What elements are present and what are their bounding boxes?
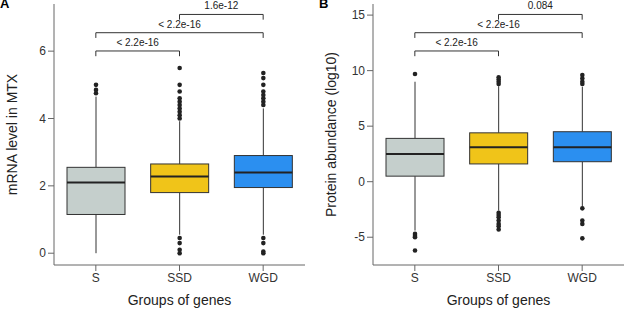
- svg-text:WGD: WGD: [568, 271, 598, 285]
- svg-text:WGD: WGD: [249, 271, 279, 285]
- svg-text:S: S: [411, 271, 419, 285]
- svg-text:SSD: SSD: [486, 271, 511, 285]
- svg-text:Groups of genes: Groups of genes: [447, 292, 551, 308]
- svg-text:< 2.2e-16: < 2.2e-16: [477, 19, 520, 30]
- svg-text:15: 15: [352, 8, 366, 22]
- svg-text:10: 10: [352, 64, 366, 78]
- svg-text:0: 0: [39, 246, 46, 260]
- svg-text:0.084: 0.084: [528, 0, 553, 11]
- svg-text:< 2.2e-16: < 2.2e-16: [116, 37, 159, 48]
- svg-text:1.6e-12: 1.6e-12: [204, 0, 238, 11]
- svg-text:< 2.2e-16: < 2.2e-16: [435, 37, 478, 48]
- svg-text:4: 4: [39, 112, 46, 126]
- svg-text:5: 5: [358, 119, 365, 133]
- svg-text:mRNA level in MTX: mRNA level in MTX: [8, 73, 20, 195]
- svg-text:-5: -5: [354, 230, 365, 244]
- svg-text:0: 0: [358, 175, 365, 189]
- svg-text:SSD: SSD: [167, 271, 192, 285]
- svg-text:6: 6: [39, 44, 46, 58]
- svg-text:S: S: [92, 271, 100, 285]
- svg-text:Groups of genes: Groups of genes: [128, 292, 232, 308]
- svg-text:2: 2: [39, 179, 46, 193]
- svg-text:< 2.2e-16: < 2.2e-16: [158, 19, 201, 30]
- svg-text:Protein abundance (log10): Protein abundance (log10): [323, 52, 339, 217]
